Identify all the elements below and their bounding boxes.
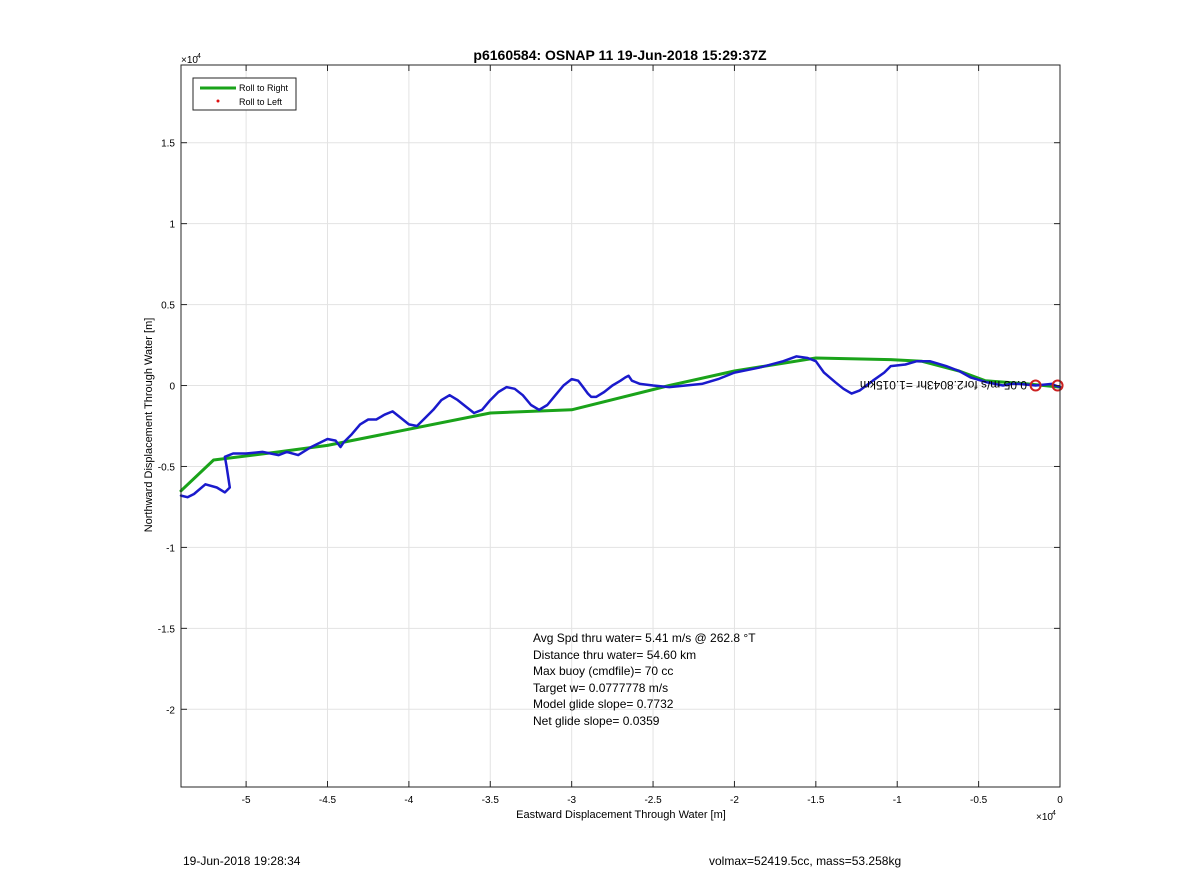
y-tick-label: -1: [166, 543, 175, 554]
x-tick-label: -2.5: [644, 795, 662, 806]
x-tick-label: 0: [1057, 795, 1063, 806]
x-tick-label: -3.5: [482, 795, 500, 806]
stat-max-buoy: Max buoy (cmdfile)= 70 cc: [533, 664, 673, 678]
legend-label-roll-left: Roll to Left: [239, 97, 283, 107]
stats-block: Avg Spd thru water= 5.41 m/s @ 262.8 °T …: [533, 631, 756, 728]
mirrored-label: 0.05 m/s for2.8043hr =1.015km: [860, 378, 1027, 392]
x-tick-label: -1.5: [807, 795, 825, 806]
axes-frame: [180, 64, 1061, 788]
x-tick-label: -4.5: [319, 795, 337, 806]
y-tick-label: 0: [169, 382, 175, 393]
chart-title: p6160584: OSNAP 11 19-Jun-2018 15:29:37Z: [473, 47, 767, 63]
footer-timestamp: 19-Jun-2018 19:28:34: [183, 854, 301, 868]
footer-params: volmax=52419.5cc, mass=53.258kg: [709, 854, 902, 868]
marker-end: [1051, 379, 1064, 392]
y-tick-label: 1: [169, 220, 175, 231]
mirrored-annotation: 0.05 m/s for2.8043hr =1.015km: [860, 378, 1027, 392]
y-tick-label: 1.5: [161, 139, 175, 150]
stat-model-glide: Model glide slope= 0.7732: [533, 697, 674, 711]
ticks: -5 -4.5 -4 -3.5 -3 -2.5 -2 -1.5 -1 -0.5 0 -2 -1.5 -1 -…: [158, 65, 1063, 806]
y-tick-label: -1.5: [158, 624, 176, 635]
y-exponent-label: ×10 4: [181, 53, 201, 66]
x-axis-label: Eastward Displacement Through Water [m]: [516, 809, 726, 821]
legend: Roll to Right Roll to Left: [192, 77, 297, 111]
series-layer: [179, 355, 1064, 499]
legend-box: [192, 77, 297, 111]
x-tick-label: -1: [893, 795, 902, 806]
series-line-track: [179, 355, 1062, 499]
stat-net-glide: Net glide slope= 0.0359: [533, 714, 660, 728]
x-tick-label: -3: [567, 795, 576, 806]
y-tick-label: -0.5: [158, 462, 176, 473]
stat-target-w: Target w= 0.0777778 m/s: [533, 681, 668, 695]
axes-background: [181, 65, 1060, 787]
y-exponent-power: 4: [197, 53, 201, 60]
x-tick-label: -5: [242, 795, 251, 806]
y-axis-label: Northward Displacement Through Water [m]: [143, 318, 155, 533]
x-tick-label: -4: [404, 795, 413, 806]
x-tick-label: -0.5: [970, 795, 988, 806]
legend-swatch-roll-left: [216, 99, 220, 103]
stat-distance: Distance thru water= 54.60 km: [533, 648, 696, 662]
x-exponent-base: ×10: [1036, 812, 1053, 823]
stat-avg-speed: Avg Spd thru water= 5.41 m/s @ 262.8 °T: [533, 631, 756, 645]
x-tick-label: -2: [730, 795, 739, 806]
x-exponent-power: 4: [1052, 810, 1056, 817]
y-tick-label: -2: [166, 705, 175, 716]
series-line-roll-right: [179, 356, 1062, 493]
x-exponent-label: ×10 4: [1036, 810, 1056, 823]
y-exponent-base: ×10: [181, 55, 198, 66]
marker-start: [1029, 379, 1042, 392]
legend-label-roll-right: Roll to Right: [239, 83, 289, 93]
y-tick-label: 0.5: [161, 301, 175, 312]
